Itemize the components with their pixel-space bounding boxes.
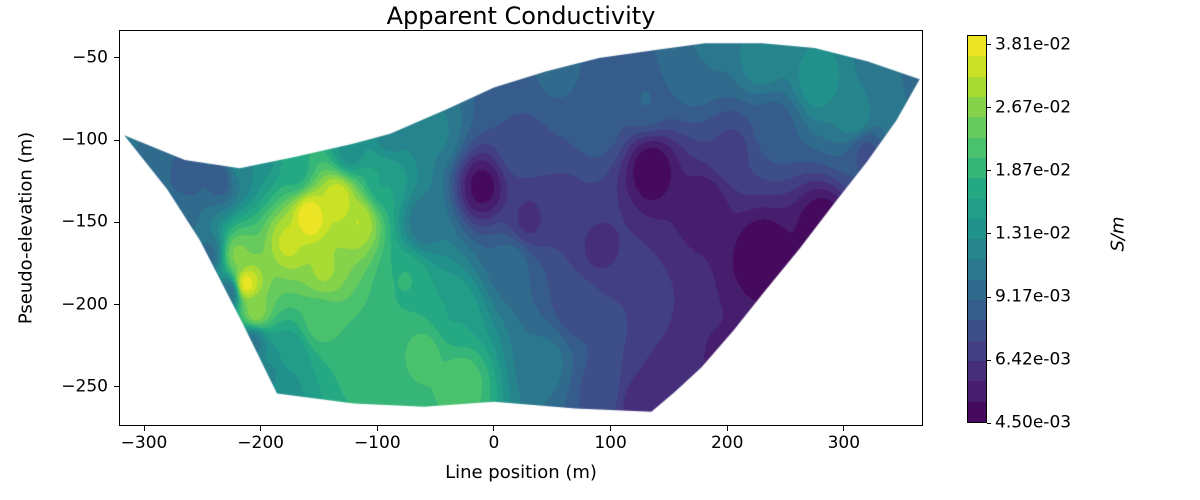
x-tick bbox=[143, 426, 145, 431]
y-tick bbox=[114, 386, 119, 388]
x-tick bbox=[493, 426, 495, 431]
colorbar-unit-label: S/m bbox=[1107, 216, 1129, 252]
colorbar-tick bbox=[987, 422, 991, 424]
colorbar-tick bbox=[987, 170, 991, 172]
colorbar-band bbox=[968, 56, 986, 77]
colorbar-band bbox=[968, 36, 986, 57]
chart-title: Apparent Conductivity bbox=[386, 2, 656, 30]
colorbar-band bbox=[968, 76, 986, 97]
x-tick-label: 300 bbox=[827, 433, 861, 453]
y-tick bbox=[114, 57, 119, 59]
x-tick-label: −100 bbox=[353, 433, 401, 453]
x-tick-label: 100 bbox=[594, 433, 627, 453]
colorbar-tick-label: 1.31e-02 bbox=[995, 223, 1072, 244]
y-axis-label: Pseudo-elevation (m) bbox=[15, 131, 37, 325]
colorbar-band bbox=[968, 259, 986, 280]
colorbar-tick-label: 3.81e-02 bbox=[995, 34, 1072, 55]
colorbar-tick-label: 9.17e-03 bbox=[995, 286, 1072, 307]
colorbar-tick-label: 2.67e-02 bbox=[995, 97, 1072, 118]
x-tick bbox=[610, 426, 612, 431]
x-tick-label: −200 bbox=[237, 433, 284, 453]
colorbar-band bbox=[968, 300, 986, 321]
y-tick bbox=[114, 221, 119, 223]
colorbar-band bbox=[968, 279, 986, 301]
y-tick-label: −50 bbox=[72, 47, 108, 68]
colorbar-band bbox=[968, 381, 986, 402]
colorbar-tick bbox=[987, 233, 991, 235]
x-tick-label: 200 bbox=[710, 433, 744, 453]
y-tick bbox=[114, 304, 119, 306]
y-tick bbox=[114, 139, 119, 141]
x-tick bbox=[260, 426, 262, 431]
colorbar-band bbox=[968, 137, 986, 158]
colorbar-band bbox=[968, 340, 986, 361]
x-tick-label: −300 bbox=[120, 433, 168, 453]
y-tick-label: −100 bbox=[61, 129, 108, 150]
x-tick bbox=[843, 426, 845, 431]
y-tick-label: −200 bbox=[61, 294, 108, 315]
colorbar-band bbox=[968, 401, 986, 422]
colorbar-tick bbox=[987, 44, 991, 46]
colorbar-band bbox=[968, 178, 986, 199]
colorbar-tick bbox=[987, 107, 991, 109]
x-tick-label: 0 bbox=[488, 433, 500, 453]
colorbar-band bbox=[968, 157, 986, 179]
colorbar-band bbox=[968, 361, 986, 382]
colorbar-band bbox=[968, 198, 986, 219]
colorbar-tick-label: 4.50e-03 bbox=[995, 412, 1072, 433]
x-tick bbox=[726, 426, 728, 431]
colorbar bbox=[967, 35, 987, 423]
colorbar-band bbox=[968, 320, 986, 341]
colorbar-band bbox=[968, 239, 986, 260]
colorbar-tick bbox=[987, 359, 991, 361]
colorbar-band bbox=[968, 96, 986, 118]
contour-plot bbox=[120, 31, 922, 425]
y-tick-label: −250 bbox=[61, 376, 108, 397]
x-tick bbox=[376, 426, 378, 431]
colorbar-tick bbox=[987, 296, 991, 298]
colorbar-band bbox=[968, 117, 986, 138]
colorbar-tick-label: 1.87e-02 bbox=[995, 160, 1072, 181]
x-axis-label: Line position (m) bbox=[445, 462, 597, 483]
colorbar-tick-label: 6.42e-03 bbox=[995, 349, 1072, 370]
colorbar-band bbox=[968, 218, 986, 240]
y-tick-label: −150 bbox=[61, 211, 108, 232]
